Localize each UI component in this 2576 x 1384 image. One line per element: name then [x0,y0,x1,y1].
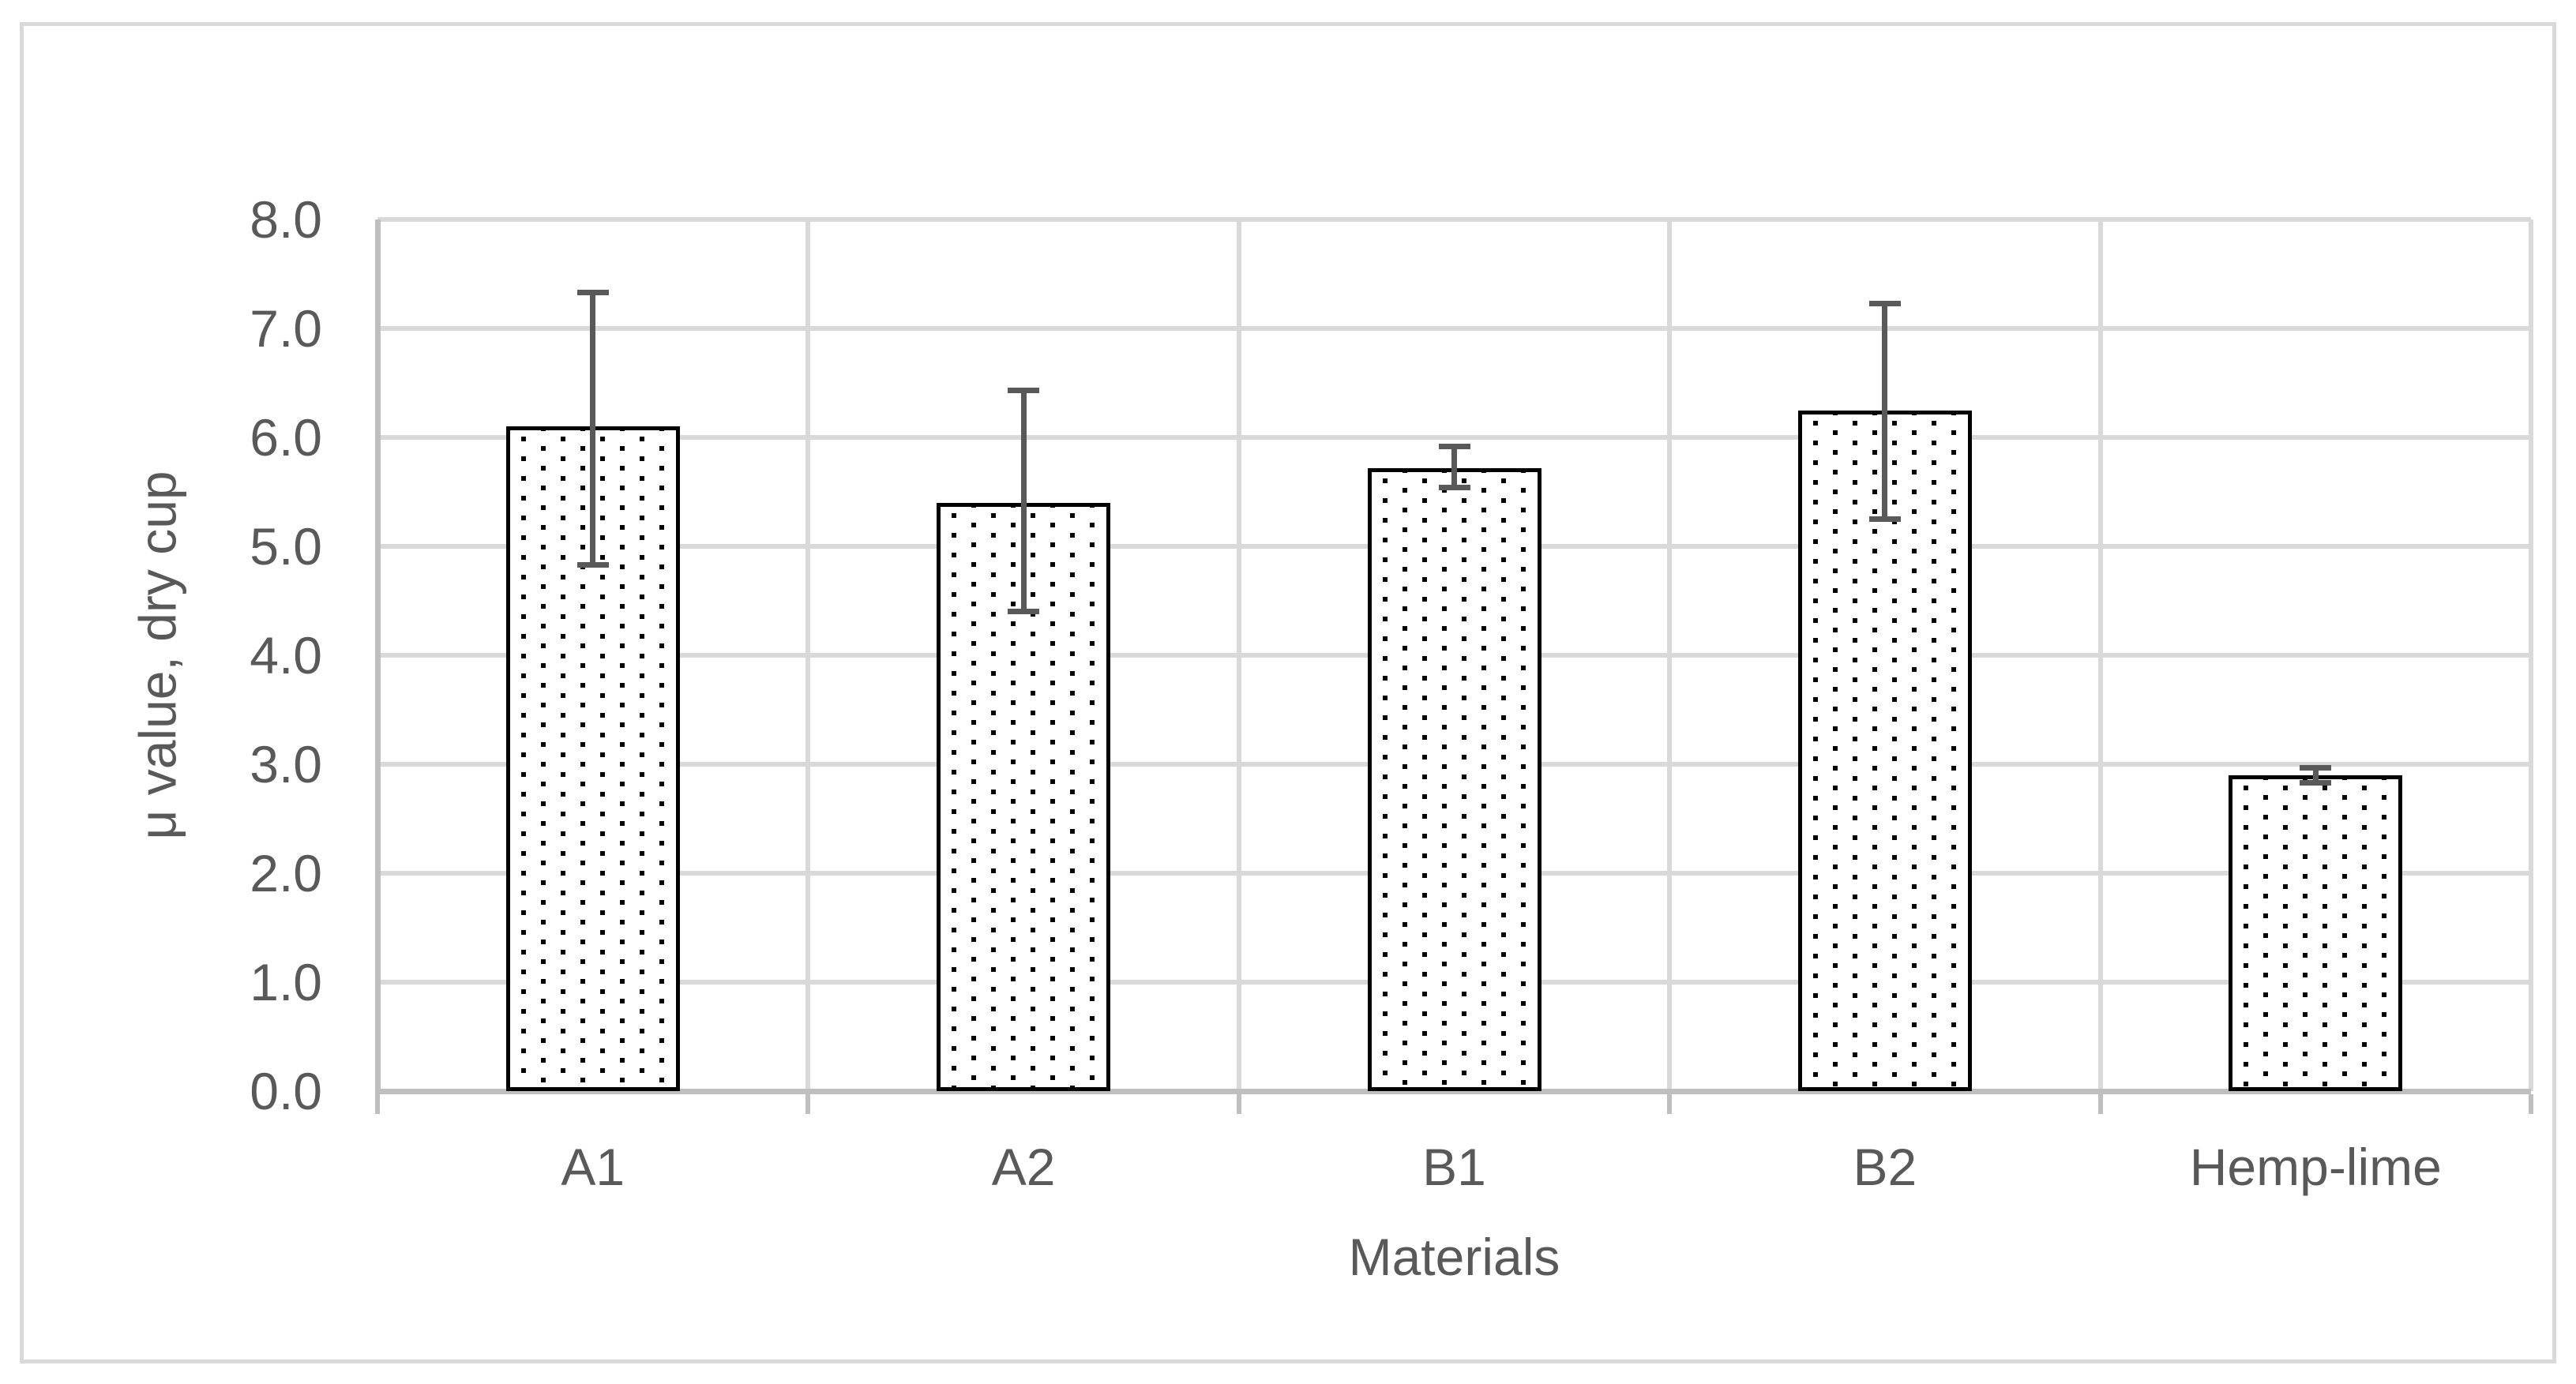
y-axis-tick-label: 3.0 [250,735,322,793]
x-category-label: A1 [561,1138,625,1196]
error-bar-cap-top [1438,443,1470,449]
y-axis-tick-label: 6.0 [250,408,322,467]
x-category-label: B2 [1853,1138,1917,1196]
x-category-label: A2 [991,1138,1056,1196]
x-category-label: B1 [1422,1138,1486,1196]
y-axis-tick-label: 4.0 [250,626,322,684]
x-axis-tick [805,1093,811,1114]
y-axis-tick-label: 2.0 [250,844,322,902]
y-axis-line [374,219,381,1091]
gridline-vertical [1236,219,1241,1091]
gridline-horizontal [377,217,2531,222]
bar-Hemp-lime [2229,775,2403,1091]
error-bar-cap-bottom [576,561,609,568]
gridline-horizontal [377,435,2531,440]
y-axis-tick-label: 5.0 [250,517,322,576]
x-axis-tick [375,1093,380,1114]
chart-border: μ value, dry cup Materials 0.0 1.0 2.0 3.0 4… [20,22,2556,1363]
gridline-vertical [1667,219,1673,1091]
x-axis-tick [1667,1093,1673,1114]
error-bar-cap-bottom [2300,779,2332,786]
error-bar-cap-top [1868,300,1901,306]
x-axis-tick [2097,1093,2103,1114]
x-axis-line [374,1088,2531,1094]
x-axis-tick [1236,1093,1241,1114]
error-bar-line [1020,390,1027,612]
error-bar-cap-bottom [1868,516,1901,522]
gridline-vertical [805,219,811,1091]
y-axis-tick-label: 8.0 [250,190,322,249]
error-bar-line [590,292,596,565]
error-bar-line [1882,303,1888,519]
error-bar-cap-top [1008,388,1040,394]
x-category-label: Hemp-lime [2189,1138,2442,1196]
error-bar-cap-top [576,289,609,295]
error-bar-cap-bottom [1008,609,1040,615]
plot-area: μ value, dry cup Materials 0.0 1.0 2.0 3.0 4… [129,190,2533,1286]
error-bar-line [1451,446,1457,488]
gridline-vertical [2097,219,2103,1091]
error-bar-cap-top [2300,764,2332,771]
error-bar-line [2312,767,2319,783]
y-axis-tick-label: 1.0 [250,953,322,1011]
gridline-vertical [2529,219,2533,1091]
x-axis-title: Materials [1348,1228,1560,1286]
x-axis-tick [2529,1093,2533,1114]
bar-B1 [1367,467,1541,1091]
y-axis-tick-label: 0.0 [250,1062,322,1120]
y-axis-tick-label: 7.0 [250,299,322,358]
gridline-horizontal [377,326,2531,331]
error-bar-cap-bottom [1438,484,1470,490]
